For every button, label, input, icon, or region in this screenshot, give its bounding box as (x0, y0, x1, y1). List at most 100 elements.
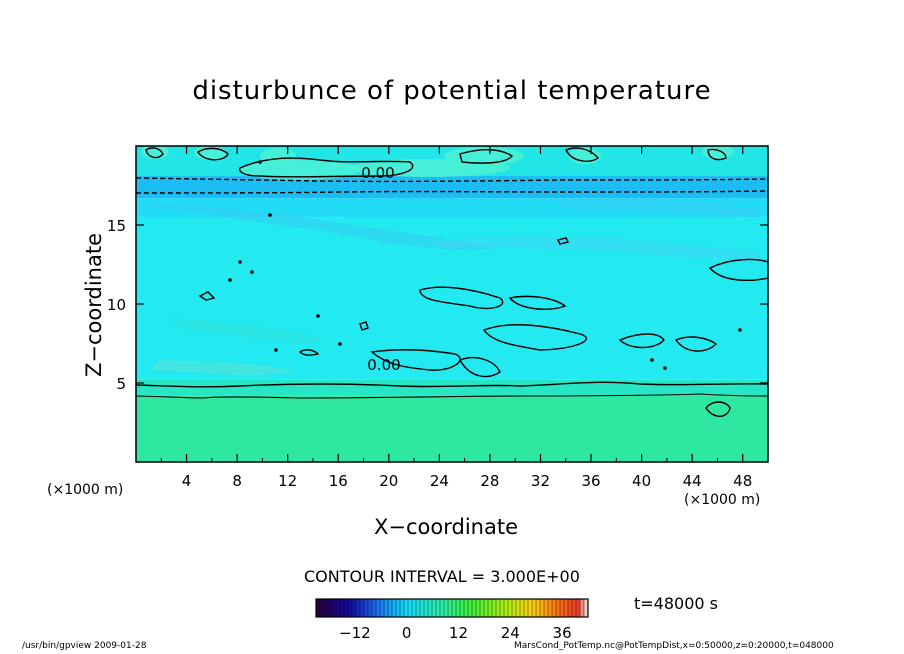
colorbar-cell (376, 599, 381, 617)
heatmap-band-0 (136, 395, 768, 462)
contour-labels: 0.00 0.00 (361, 164, 400, 374)
x-tick-label: 28 (480, 472, 499, 490)
colorbar-cell (328, 599, 333, 617)
colorbar-cell (344, 599, 349, 617)
colorbar-cell (528, 599, 533, 617)
contour-line (298, 349, 320, 357)
colorbar-tick-label: 36 (553, 624, 572, 642)
contour-line (708, 258, 768, 281)
colorbar-cell (324, 599, 329, 617)
contour-line (618, 333, 665, 349)
contour-line (419, 286, 504, 310)
y-tick-label: 5 (116, 375, 126, 393)
contour-line (565, 147, 599, 162)
contour-line (705, 401, 731, 417)
colorbar-cell (404, 599, 409, 617)
contour-dot (316, 314, 320, 318)
colorbar-cell (332, 599, 337, 617)
colorbar-cell (568, 599, 573, 617)
x-tick-label: 16 (329, 472, 348, 490)
colorbar-cell (340, 599, 345, 617)
contour-line (674, 336, 718, 352)
contour-dot (238, 260, 242, 264)
colorbar-cell (468, 599, 473, 617)
colorbar-cell (552, 599, 557, 617)
x-tick-label: 44 (683, 472, 702, 490)
colorbar-cell (388, 599, 393, 617)
colorbar-tick-label: 12 (449, 624, 468, 642)
x-ticks: 4 8 12 16 20 24 28 32 36 40 44 48 (160, 146, 752, 490)
colorbar-cell (368, 599, 373, 617)
heatmap-patch (560, 198, 760, 218)
heatmap-patch (240, 160, 360, 180)
colorbar (315, 598, 589, 618)
chart-title: disturbunce of potential temperature (192, 76, 712, 106)
heatmap-patch (702, 146, 734, 159)
colorbar-cell (544, 599, 549, 617)
colorbar-cell (464, 599, 469, 617)
contour-line (198, 291, 216, 301)
contour-line (556, 237, 570, 245)
x-tick-label: 24 (430, 472, 449, 490)
x-tick-label: 12 (278, 472, 297, 490)
colorbar-cell (460, 599, 465, 617)
contour-line (508, 295, 567, 310)
colorbar-cell (564, 599, 569, 617)
contour-lines (136, 147, 768, 417)
contour-line (370, 349, 461, 371)
x-tick-label: 8 (232, 472, 242, 490)
colorbar-cell (316, 599, 321, 617)
colorbar-cell (512, 599, 517, 617)
colorbar-tick-label: 24 (501, 624, 520, 642)
colorbar-cell (336, 599, 341, 617)
y-tick-label: 10 (107, 296, 126, 314)
colorbar-cell (320, 599, 325, 617)
colorbar-cell (548, 599, 553, 617)
contour-dot (258, 160, 262, 164)
contour-dot (738, 328, 742, 332)
colorbar-cell (456, 599, 461, 617)
colorbar-tick-label: −12 (339, 624, 371, 642)
colorbar-tick-label: 0 (402, 624, 412, 642)
x-unit-label-left: (×1000 m) (47, 482, 124, 498)
colorbar-cell (536, 599, 541, 617)
y-tick-label: 15 (107, 217, 126, 235)
colorbar-cell (360, 599, 365, 617)
colorbar-cell (532, 599, 537, 617)
footer-file-info: MarsCond_PotTemp.nc@PotTempDist,x=0:5000… (514, 641, 834, 651)
colorbar-cell (420, 599, 425, 617)
x-tick-label: 40 (632, 472, 651, 490)
contour-line (136, 190, 768, 194)
colorbar-cell (504, 599, 509, 617)
contour-dot (338, 342, 342, 346)
colorbar-cell (424, 599, 429, 617)
colorbar-cell (400, 599, 405, 617)
x-tick-label: 48 (733, 472, 752, 490)
colorbar-cell (412, 599, 417, 617)
contour-dot (274, 348, 278, 352)
colorbar-cell (408, 599, 413, 617)
colorbar-cell (416, 599, 421, 617)
colorbar-cell (384, 599, 389, 617)
colorbar-cell (484, 599, 489, 617)
heatmap-patch (150, 360, 300, 376)
heatmap-patch (140, 205, 500, 250)
colorbar-cell (496, 599, 501, 617)
contour-dot (663, 366, 667, 370)
colorbar-cell (432, 599, 437, 617)
colorbar-cell (444, 599, 449, 617)
x-tick-label: 32 (531, 472, 550, 490)
colorbar-cell (584, 599, 589, 617)
heatmap-patch (168, 318, 330, 344)
heatmap-band-1 (136, 379, 768, 396)
colorbar-cell (476, 599, 481, 617)
colorbar-cell (560, 599, 565, 617)
y-ticks: 5 10 15 (107, 217, 768, 393)
colorbar-cell (452, 599, 457, 617)
contour-line (197, 147, 229, 161)
contour-line (707, 148, 727, 161)
colorbar-cell (500, 599, 505, 617)
contour-dot (650, 358, 654, 362)
contour-line (482, 324, 588, 351)
